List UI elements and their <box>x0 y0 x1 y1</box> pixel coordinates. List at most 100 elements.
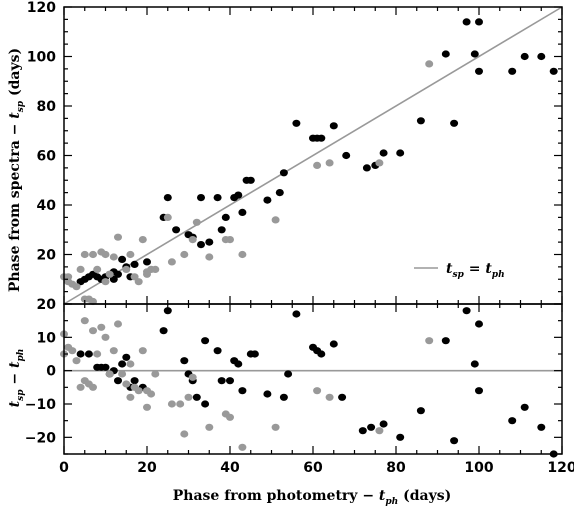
top-point-s0-39 <box>329 122 338 130</box>
bottom-point-s0-25 <box>234 360 243 368</box>
legend-lhs: t <box>446 261 453 277</box>
top-point-s0-48 <box>462 18 471 26</box>
bottom-point-s0-19 <box>201 400 210 408</box>
bottom-point-s1-13 <box>101 333 110 341</box>
bottom-ylabel-op: − <box>7 368 23 389</box>
bottom-point-s0-49 <box>508 417 517 425</box>
bottom-point-s0-31 <box>284 370 293 378</box>
x-axis-label-var: t <box>379 488 386 504</box>
bottom-point-s0-38 <box>358 427 367 435</box>
top-point-s1-27 <box>163 213 172 221</box>
top-point-s1-26 <box>151 265 160 273</box>
top-y-tick-label: 40 <box>37 198 57 214</box>
top-point-s0-23 <box>205 238 214 246</box>
bottom-point-s1-28 <box>167 400 176 408</box>
bottom-point-s0-48 <box>475 387 483 395</box>
bottom-point-s1-29 <box>176 400 185 408</box>
top-point-s1-18 <box>122 265 131 273</box>
top-point-s1-21 <box>134 278 143 286</box>
bottom-point-s0-7 <box>114 377 122 385</box>
bottom-y-ticks: −20 −10 0 10 20 <box>25 297 562 455</box>
bottom-point-s1-6 <box>80 317 89 325</box>
bottom-ylabel-lhs: t <box>7 400 23 407</box>
bottom-point-s0-37 <box>338 393 347 401</box>
top-point-s0-8 <box>109 275 118 283</box>
bottom-y-tick-label: 10 <box>37 330 57 346</box>
bottom-point-s1-33 <box>205 423 214 431</box>
top-point-s1-15 <box>105 270 114 278</box>
top-y-ticks: 20 40 60 80 100 120 <box>27 0 562 305</box>
top-point-s0-40 <box>342 151 351 160</box>
top-y-tick-label: 80 <box>37 99 57 115</box>
top-point-s0-54 <box>537 52 546 61</box>
top-point-s1-22 <box>138 236 147 244</box>
bottom-point-s1-18 <box>122 380 131 388</box>
top-point-s1-13 <box>101 250 110 259</box>
bottom-point-s0-9 <box>122 353 131 361</box>
bottom-point-s0-8 <box>118 360 127 368</box>
bottom-point-s0-21 <box>213 347 222 355</box>
bottom-point-s0-47 <box>475 320 483 328</box>
top-point-s1-32 <box>205 253 214 261</box>
top-point-s0-53 <box>520 52 529 61</box>
top-point-s1-36 <box>271 216 280 224</box>
bottom-point-s0-20 <box>201 337 210 345</box>
top-point-s1-35 <box>238 250 247 259</box>
top-point-s0-47 <box>450 119 459 127</box>
bottom-point-s1-40 <box>375 427 384 435</box>
legend-rhs: t <box>485 261 492 277</box>
bottom-x-ticks: 0 20 40 60 80 100 120 <box>59 304 574 476</box>
bottom-point-s1-3 <box>68 347 77 355</box>
bottom-point-s0-15 <box>180 357 189 365</box>
legend-rhs-sub: ph <box>492 270 505 280</box>
top-ylabel-sub: sp <box>16 100 26 112</box>
bottom-point-s1-32 <box>188 373 197 381</box>
top-point-s1-14 <box>101 278 110 286</box>
top-point-s0-15 <box>143 258 151 266</box>
bottom-y-tick-label: −20 <box>25 430 56 446</box>
top-point-s1-6 <box>80 250 89 259</box>
x-axis-label-sub: ph <box>385 497 398 507</box>
top-point-s0-22 <box>197 241 205 249</box>
top-point-s1-11 <box>93 265 102 273</box>
bottom-point-s1-10 <box>89 383 97 391</box>
x-tick-label: 20 <box>137 460 157 476</box>
legend-label: tsp = tph <box>446 261 505 280</box>
top-point-s1-19 <box>126 250 135 259</box>
bottom-point-s1-39 <box>325 393 334 401</box>
top-point-s0-32 <box>263 196 272 204</box>
bottom-point-s1-20 <box>126 393 135 401</box>
bottom-point-s1-9 <box>89 327 97 335</box>
bottom-point-s0-4 <box>101 363 110 371</box>
bottom-point-s1-26 <box>147 390 156 398</box>
bottom-y-tick-label: 20 <box>37 297 57 313</box>
bottom-point-s0-40 <box>379 420 388 428</box>
bottom-point-s1-12 <box>97 323 106 331</box>
top-point-s1-40 <box>425 60 434 68</box>
top-point-s0-34 <box>279 169 288 177</box>
legend-lhs-sub: sp <box>452 270 464 280</box>
top-point-s0-33 <box>275 189 284 197</box>
bottom-point-s1-11 <box>93 350 102 358</box>
x-tick-label: 120 <box>547 460 574 476</box>
top-point-s1-31 <box>192 218 201 226</box>
x-tick-label: 60 <box>303 460 323 476</box>
bottom-point-s1-4 <box>72 357 81 365</box>
top-point-s1-30 <box>188 236 197 244</box>
top-point-s0-31 <box>246 176 255 184</box>
bottom-point-s0-11 <box>130 377 139 385</box>
x-tick-label: 0 <box>59 460 69 476</box>
bottom-point-s1-27 <box>151 370 160 378</box>
bottom-y-axis-label: tsp − tph <box>7 349 26 408</box>
top-point-s0-26 <box>221 213 230 221</box>
top-point-s0-21 <box>197 194 205 202</box>
top-point-s0-49 <box>470 50 479 58</box>
top-point-s1-4 <box>72 283 81 291</box>
top-point-s0-11 <box>118 255 127 263</box>
top-point-s0-14 <box>130 260 139 268</box>
top-point-s0-38 <box>317 134 326 142</box>
top-point-s0-10 <box>114 270 122 278</box>
top-point-s0-51 <box>475 67 483 75</box>
